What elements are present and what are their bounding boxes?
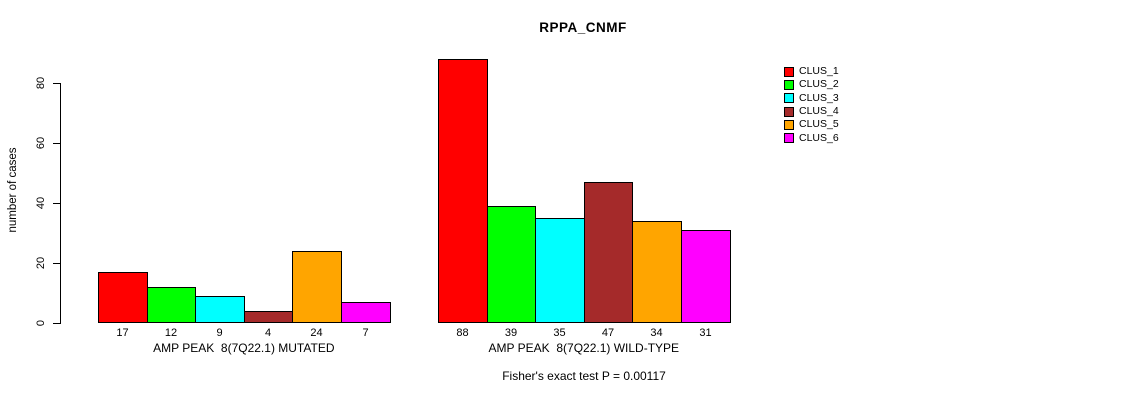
y-tick [53,323,60,324]
bar-clus_1-group1 [98,272,148,323]
legend-item-clus_5: CLUS_5 [784,118,839,131]
y-tick-label: 60 [35,136,47,150]
bar-value-label: 9 [216,327,223,339]
legend-label: CLUS_6 [799,131,839,144]
bar-clus_2-group2 [487,206,536,323]
legend: CLUS_1 CLUS_2 CLUS_3 CLUS_4 CLUS_5 CLUS_6 [784,65,839,145]
fisher-test-annotation: Fisher's exact test P = 0.00117 [502,369,666,383]
chart-title: RPPA_CNMF [539,20,627,35]
bar-clus_4-group2 [584,182,633,323]
bar-clus_3-group2 [535,218,585,323]
legend-swatch-icon [784,133,794,144]
bar-value-label: 39 [504,327,518,339]
y-tick-label: 20 [35,256,47,270]
legend-item-clus_4: CLUS_4 [784,105,839,118]
bar-clus_5-group1 [292,251,342,323]
legend-label: CLUS_3 [799,91,839,104]
legend-label: CLUS_2 [799,78,839,91]
y-tick-label: 40 [35,196,47,210]
y-axis-label: number of cases [7,147,19,233]
y-tick [53,83,60,84]
bar-clus_5-group2 [632,221,682,323]
legend-item-clus_3: CLUS_3 [784,92,839,105]
bar-value-label: 7 [362,327,369,339]
legend-item-clus_6: CLUS_6 [784,132,839,145]
legend-swatch-icon [784,93,794,104]
legend-item-clus_2: CLUS_2 [784,78,839,91]
y-tick-label: 0 [35,319,47,327]
y-tick [53,143,60,144]
bar-value-label: 47 [601,327,615,339]
bar-clus_1-group2 [438,59,488,323]
y-axis-line [60,83,61,324]
bar-value-label: 35 [553,327,566,339]
bar-value-label: 31 [699,327,712,339]
legend-label: CLUS_5 [799,118,839,131]
legend-swatch-icon [784,106,794,117]
bar-clus_6-group2 [681,230,731,323]
bar-value-label: 12 [164,327,178,339]
bar-clus_2-group1 [147,287,196,323]
legend-item-clus_1: CLUS_1 [784,65,839,78]
group-label: AMP PEAK 8(7Q22.1) MUTATED [153,341,335,355]
legend-swatch-icon [784,66,794,77]
legend-swatch-icon [784,119,794,130]
bar-clus_3-group1 [195,296,245,323]
y-tick-label: 80 [35,76,47,90]
bar-clus_4-group1 [244,311,293,323]
bar-value-label: 17 [116,327,129,339]
bar-value-label: 4 [264,327,272,339]
group-label: AMP PEAK 8(7Q22.1) WILD-TYPE [488,341,680,355]
bar-value-label: 34 [650,327,663,339]
y-tick [53,263,60,264]
bar-value-label: 24 [310,327,323,339]
legend-swatch-icon [784,79,794,90]
legend-label: CLUS_1 [799,65,839,78]
legend-label: CLUS_4 [799,105,839,118]
bar-value-label: 88 [456,327,469,339]
bar-clus_6-group1 [341,302,391,323]
y-tick [53,203,60,204]
